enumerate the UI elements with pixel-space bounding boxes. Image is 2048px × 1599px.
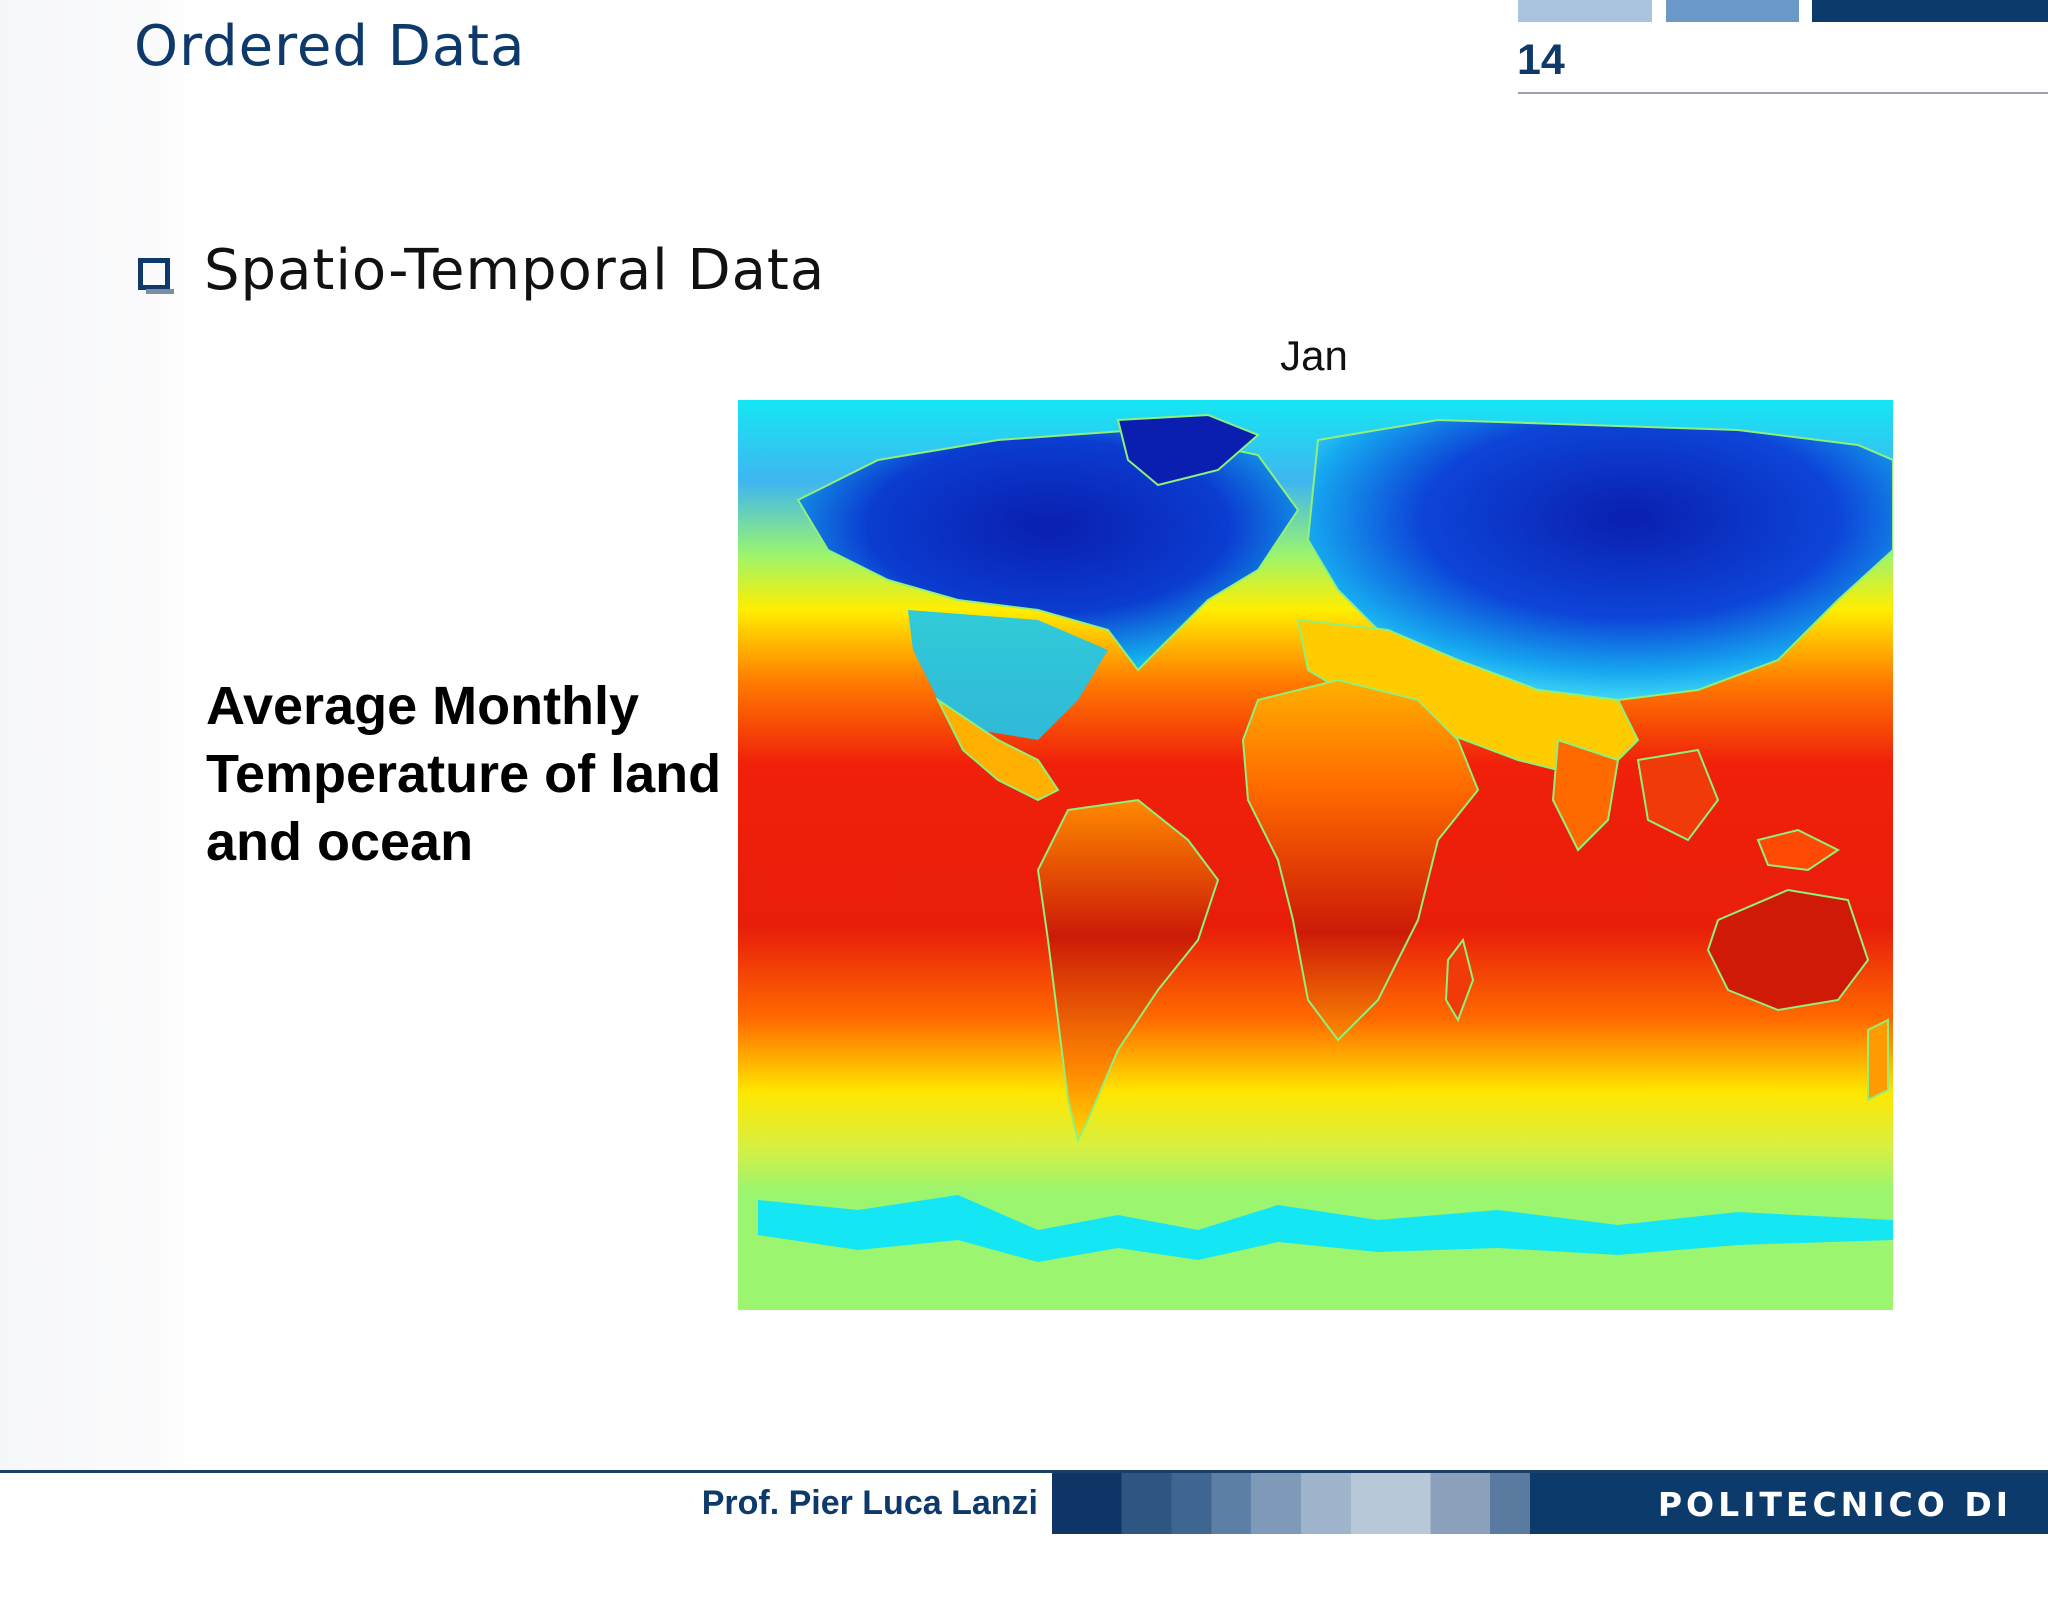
antarctic-coast — [758, 1195, 1893, 1262]
footer-institution: POLITECNICO DI MILANO — [1657, 1485, 2012, 1587]
eurasia-cold — [1306, 418, 1893, 702]
header-decor-bar-dark — [1812, 0, 2048, 22]
side-caption: Average Monthly Temperature of land and … — [206, 676, 722, 872]
new-zealand — [1867, 1018, 1889, 1102]
southeast-asia — [1636, 748, 1720, 842]
mexico — [935, 697, 1060, 802]
slide-background-left — [0, 0, 195, 1470]
page-number: 14 — [1517, 36, 1565, 84]
madagascar — [1444, 937, 1475, 1023]
bullet-text: Spatio-Temporal Data — [204, 238, 826, 303]
bullet-item: Spatio-Temporal Data — [138, 238, 825, 303]
footer-rule — [0, 1470, 2048, 1473]
map-title: Jan — [1280, 332, 1348, 379]
slide-title: Ordered Data — [134, 14, 526, 79]
indonesia — [1756, 828, 1840, 872]
footer-author: Prof. Pier Luca Lanzi — [701, 1484, 1038, 1522]
header-decor-bar-light — [1518, 0, 1652, 22]
south-america — [1036, 798, 1220, 1143]
temperature-map-graphic — [738, 400, 1893, 1310]
footer-decor-bar — [1052, 1473, 2048, 1534]
header-rule — [1518, 92, 2048, 94]
africa — [1241, 678, 1480, 1042]
north-america-cold — [796, 428, 1300, 672]
australia — [1706, 888, 1870, 1012]
checkbox-bullet-icon — [138, 257, 174, 294]
greenland — [1116, 413, 1260, 487]
header-decor-bar-mid — [1666, 0, 1799, 22]
temperature-map — [738, 400, 1893, 1310]
india — [1551, 738, 1620, 852]
north-america-mid — [908, 610, 1108, 740]
